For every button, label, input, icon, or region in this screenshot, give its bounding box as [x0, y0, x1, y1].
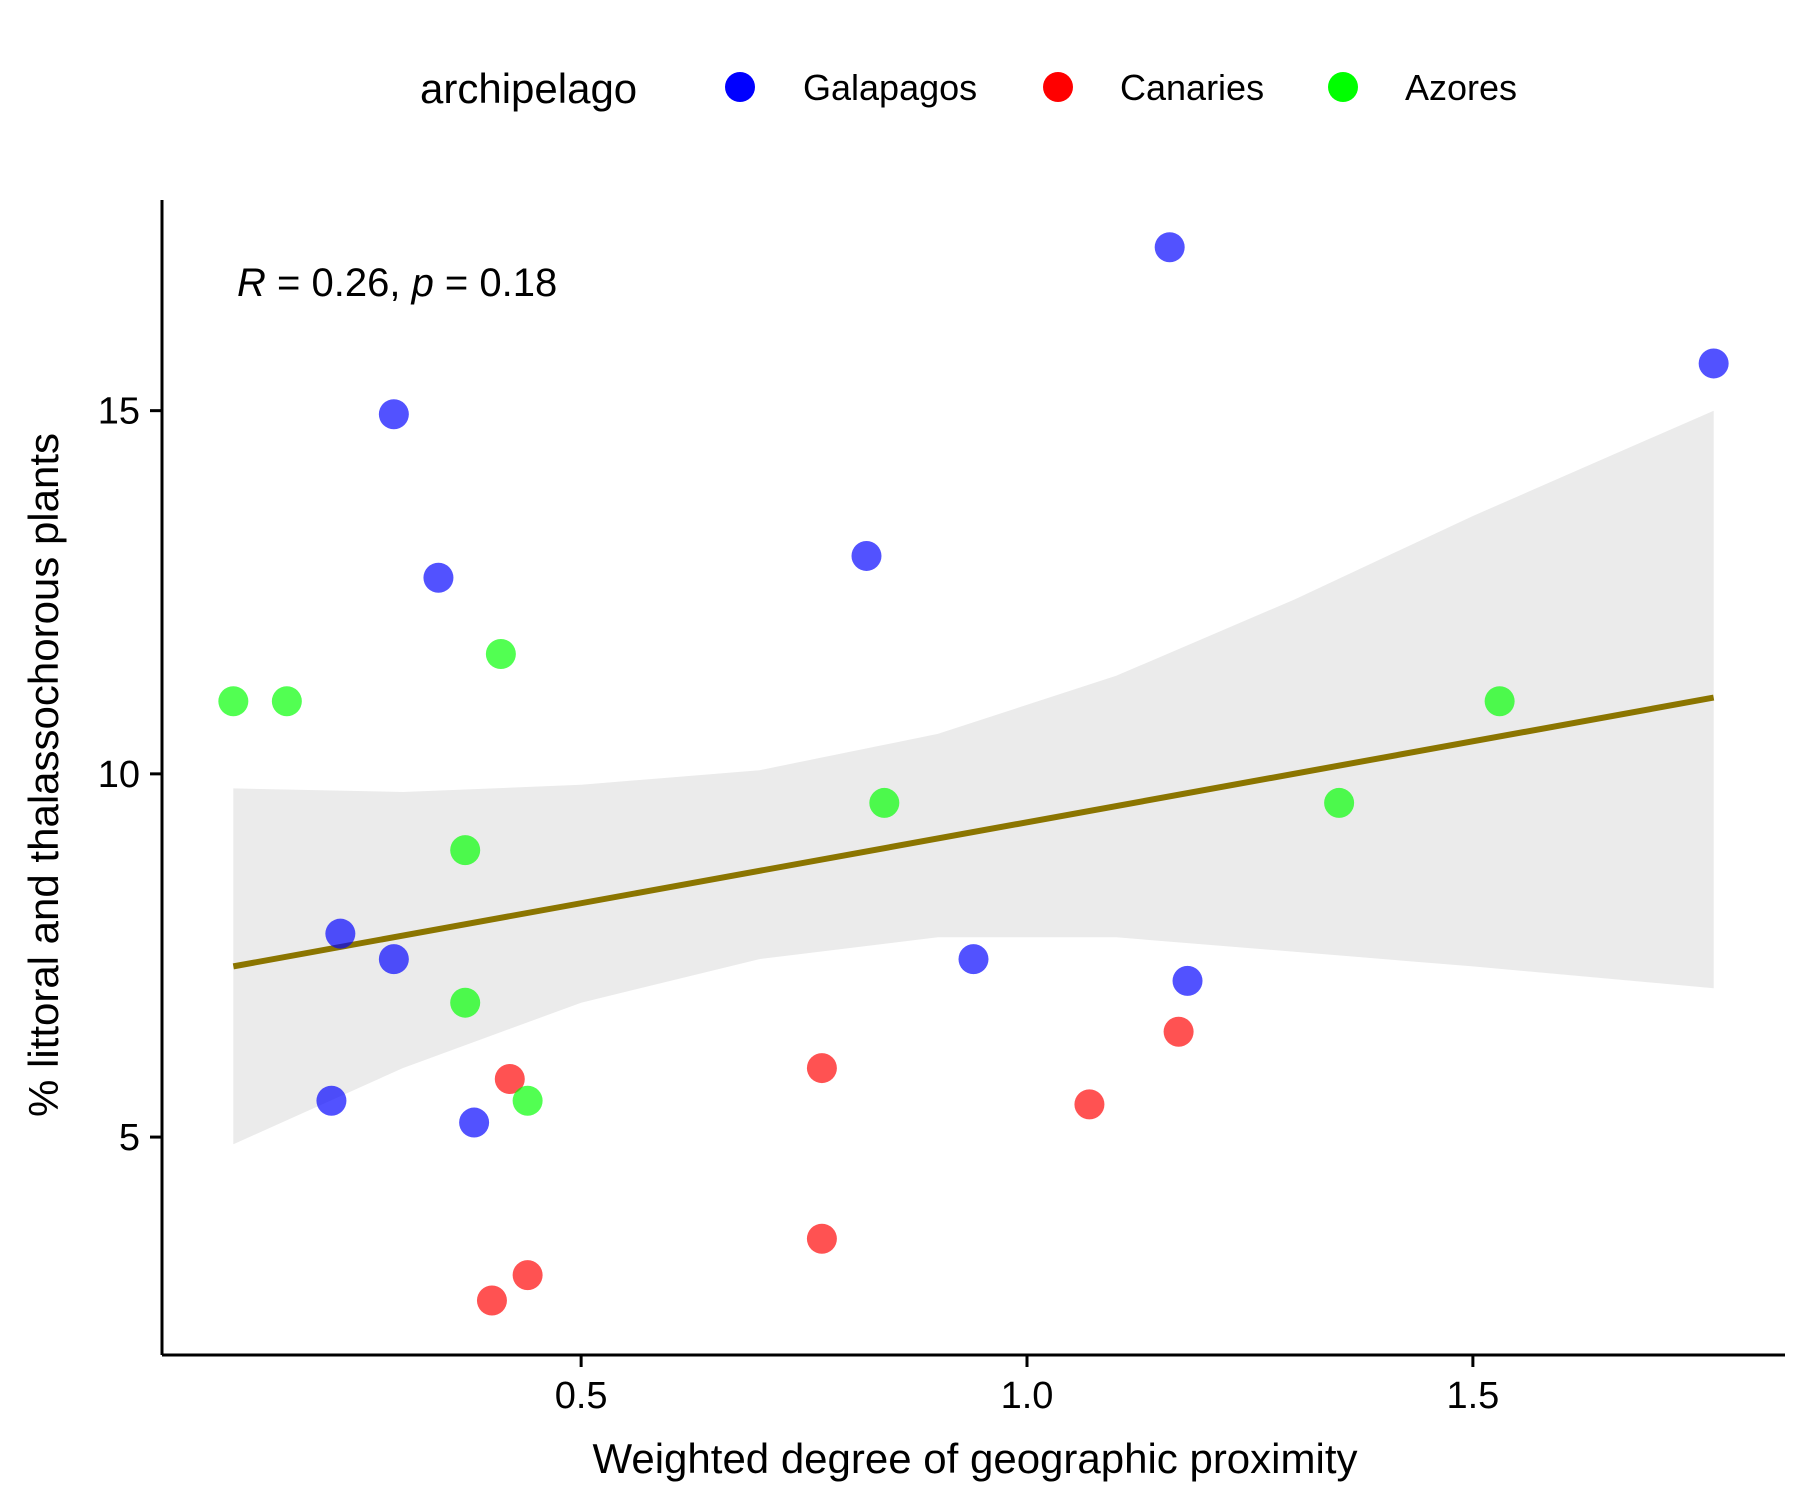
x-tick-label-2: 1.0 — [1001, 1375, 1054, 1417]
y-tick-label-2: 10 — [98, 754, 140, 796]
axes: 0.5 1.0 1.5 5 10 15 — [98, 200, 1785, 1417]
azores-point-5 — [869, 787, 900, 818]
galapagos-point-3 — [851, 540, 882, 571]
legend-key-galapagos — [725, 72, 755, 102]
confidence-band — [233, 410, 1714, 1145]
galapagos-point-1 — [378, 399, 409, 430]
legend-label-azores: Azores — [1405, 67, 1517, 108]
canaries-point-5 — [806, 1223, 837, 1254]
galapagos-point-10 — [316, 1085, 347, 1116]
correlation-annotation: R = 0.26, p = 0.18 — [237, 261, 557, 305]
x-tick-label-1: 0.5 — [555, 1375, 608, 1417]
p-value: = 0.18 — [434, 261, 557, 305]
legend-label-canaries: Canaries — [1120, 67, 1264, 108]
y-axis-title: % littoral and thalassochorous plants — [20, 433, 67, 1117]
canaries-point-6 — [512, 1260, 543, 1291]
legend-title: archipelago — [420, 65, 637, 112]
plot-area — [218, 232, 1729, 1316]
azores-point-6 — [1324, 787, 1355, 818]
canaries-point-3 — [1074, 1089, 1105, 1120]
galapagos-point-11 — [459, 1107, 490, 1138]
r-value: = 0.26, — [266, 261, 412, 305]
x-axis-ticks: 0.5 1.0 1.5 — [555, 1355, 1499, 1417]
azores-point-3 — [485, 639, 516, 670]
legend-key-canaries — [1043, 72, 1073, 102]
canaries-point-2 — [806, 1053, 837, 1084]
galapagos-point-5 — [1698, 348, 1729, 379]
canaries-point-7 — [476, 1285, 507, 1316]
galapagos-point-4 — [1154, 232, 1185, 263]
azores-point-4 — [450, 835, 481, 866]
legend-key-azores — [1328, 72, 1358, 102]
azores-point-9 — [512, 1085, 543, 1116]
y-tick-label-1: 5 — [119, 1117, 140, 1159]
regression-line — [232, 694, 1715, 970]
legend: archipelago Galapagos Canaries Azores — [420, 65, 1517, 112]
azores-point-1 — [218, 686, 249, 717]
azores-point-2 — [271, 686, 302, 717]
x-axis-title: Weighted degree of geographic proximity — [592, 1435, 1357, 1482]
canaries-point-1 — [494, 1063, 525, 1094]
galapagos-point-6 — [325, 918, 356, 949]
galapagos-point-7 — [378, 944, 409, 975]
galapagos-point-2 — [423, 562, 454, 593]
azores-point-8 — [450, 987, 481, 1018]
galapagos-point-9 — [1172, 965, 1203, 996]
azores-point-7 — [1484, 686, 1515, 717]
data-points — [218, 232, 1729, 1316]
x-tick-label-3: 1.5 — [1446, 1375, 1499, 1417]
p-symbol: p — [411, 261, 434, 305]
y-axis-ticks: 5 10 15 — [98, 391, 162, 1159]
legend-entries: Galapagos Canaries Azores — [725, 67, 1517, 108]
galapagos-point-8 — [958, 944, 989, 975]
y-tick-label-3: 15 — [98, 391, 140, 433]
canaries-point-4 — [1163, 1016, 1194, 1047]
legend-label-galapagos: Galapagos — [803, 67, 977, 108]
r-symbol: R — [237, 261, 266, 305]
